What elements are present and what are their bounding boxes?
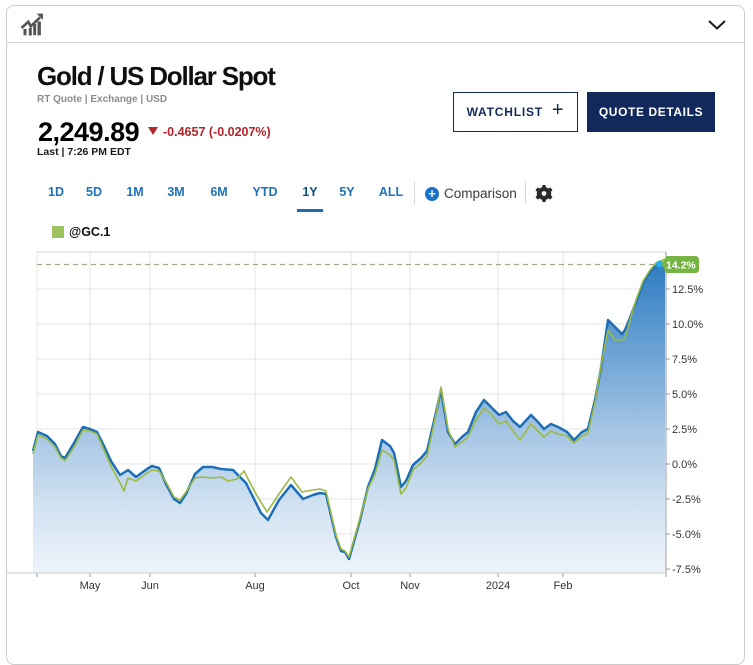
svg-text:0.0%: 0.0%	[672, 459, 697, 471]
svg-text:Aug: Aug	[245, 580, 265, 592]
svg-text:Feb: Feb	[554, 580, 573, 592]
svg-text:-7.5%: -7.5%	[672, 564, 701, 576]
svg-text:Nov: Nov	[400, 580, 420, 592]
svg-text:Jun: Jun	[141, 580, 159, 592]
svg-text:14.2%: 14.2%	[666, 260, 696, 272]
svg-text:-2.5%: -2.5%	[672, 494, 701, 506]
svg-text:May: May	[80, 580, 101, 592]
svg-text:12.5%: 12.5%	[672, 284, 703, 296]
svg-text:5.0%: 5.0%	[672, 389, 697, 401]
svg-text:10.0%: 10.0%	[672, 319, 703, 331]
svg-text:Oct: Oct	[342, 580, 359, 592]
svg-text:2.5%: 2.5%	[672, 424, 697, 436]
svg-text:2024: 2024	[486, 580, 510, 592]
svg-text:-5.0%: -5.0%	[672, 529, 701, 541]
svg-text:7.5%: 7.5%	[672, 354, 697, 366]
